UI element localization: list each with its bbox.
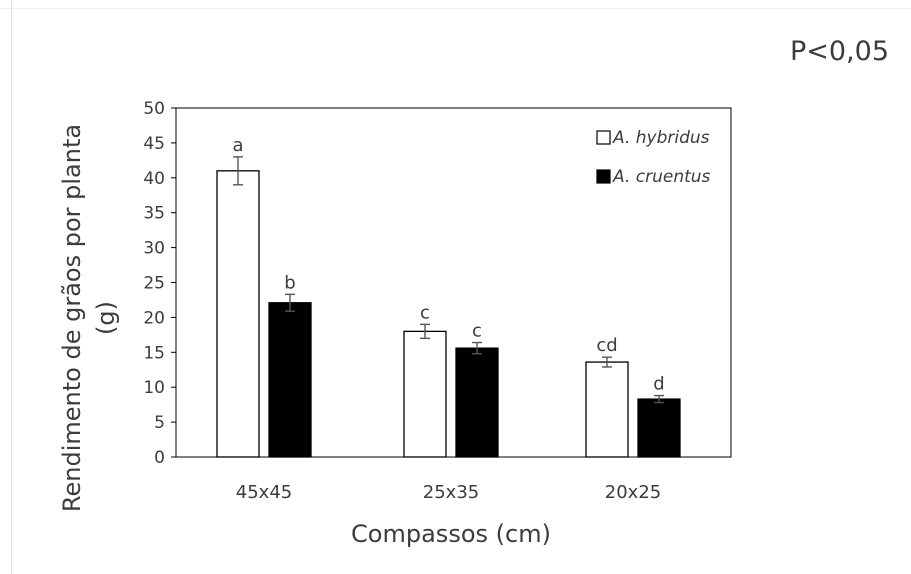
x-tick-label: 45x45	[236, 482, 292, 503]
significance-label: P<0,05	[789, 36, 889, 67]
y-tick-label: 40	[143, 169, 165, 189]
legend-label: A. cruentus	[612, 167, 711, 187]
bars: a b c c cd d	[216, 135, 681, 458]
y-axis-label-line: (g)	[92, 301, 120, 335]
x-tick-label: 25x35	[423, 482, 479, 503]
y-tick-label: 30	[143, 239, 165, 259]
bar	[403, 330, 447, 458]
legend-swatch	[596, 169, 611, 184]
legend-swatch	[596, 130, 611, 145]
y-tick-label: 10	[143, 378, 165, 398]
y-tick-label: 25	[143, 274, 165, 294]
significance-letter: a	[232, 135, 243, 156]
y-tick-label: 5	[154, 413, 165, 433]
page-border-top	[0, 8, 911, 9]
y-axis-ticks: 0 5 10 15 20 25 30 35 40 45 50	[143, 99, 176, 468]
legend: A. hybridus A. cruentus	[596, 128, 711, 187]
significance-letter: c	[420, 302, 430, 323]
bar	[585, 361, 629, 458]
plot-frame	[175, 107, 732, 458]
y-tick-label: 0	[154, 448, 165, 468]
y-tick-label: 35	[143, 204, 165, 224]
legend-label: A. hybridus	[612, 128, 710, 148]
significance-letter: c	[472, 321, 482, 342]
significance-letter: d	[653, 374, 664, 395]
y-axis-label: Rendimento de grãos por planta (g)	[58, 124, 120, 512]
bar	[216, 170, 260, 458]
x-tick-label: 20x25	[605, 482, 661, 503]
x-axis-label: Compassos (cm)	[351, 520, 551, 548]
y-axis-label-line: Rendimento de grãos por planta	[58, 124, 86, 512]
bar	[268, 302, 312, 458]
bar	[455, 347, 499, 458]
y-tick-label: 50	[143, 99, 165, 119]
x-axis-categories: 45x45 25x35 20x25	[236, 482, 661, 503]
significance-letter: cd	[596, 335, 617, 356]
significance-letter: b	[284, 272, 295, 293]
y-tick-label: 15	[143, 343, 165, 363]
page-border-left	[11, 0, 12, 574]
y-tick-label: 20	[143, 308, 165, 328]
y-tick-label: 45	[143, 134, 165, 154]
bar	[637, 398, 681, 458]
